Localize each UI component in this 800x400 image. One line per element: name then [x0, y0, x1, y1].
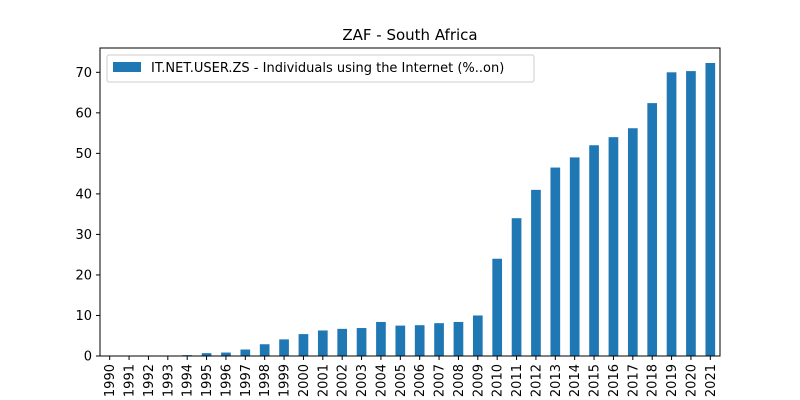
bar-2010 — [492, 258, 503, 356]
x-tick-label: 2002 — [336, 364, 351, 397]
x-tick-label: 2000 — [297, 364, 312, 397]
axes: 0 10 20 30 40 50 60 70 1990 1991 1992 1993 1994 1995 1… — [75, 47, 721, 397]
bar-2016 — [608, 137, 619, 356]
bars — [162, 62, 716, 357]
y-tick-label: 40 — [75, 187, 92, 202]
x-tick-label: 2016 — [607, 364, 622, 397]
legend-label: IT.NET.USER.ZS - Individuals using the I… — [151, 61, 504, 76]
bar-1996 — [221, 352, 231, 356]
bar-2014 — [569, 157, 580, 356]
x-tick-label: 1997 — [239, 364, 254, 397]
bar-2001 — [317, 330, 328, 356]
plot-frame — [99, 47, 721, 357]
x-tick-label: 2012 — [529, 364, 544, 397]
x-tick-label: 1990 — [103, 364, 118, 397]
x-tick-label: 2006 — [413, 364, 428, 397]
y-tick-label: 20 — [75, 268, 92, 283]
bar-2009 — [472, 315, 483, 356]
legend: IT.NET.USER.ZS - Individuals using the I… — [106, 54, 535, 83]
bar-2000 — [298, 334, 309, 356]
bar-2011 — [511, 218, 522, 356]
x-tick-label: 2018 — [646, 364, 661, 397]
x-tick-label: 2008 — [452, 364, 467, 397]
bar-2015 — [589, 145, 599, 356]
x-tick-label: 2019 — [665, 364, 680, 397]
x-tick-label: 1992 — [142, 364, 157, 397]
x-tick-label: 2004 — [374, 364, 389, 397]
x-tick-label: 1998 — [258, 364, 273, 397]
chart-title: ZAF - South Africa — [342, 26, 477, 44]
x-tick-label: 1996 — [219, 364, 234, 397]
legend-frame — [106, 54, 535, 83]
bar-2018 — [647, 103, 658, 357]
x-tick-label: 1993 — [161, 364, 176, 397]
bar-2008 — [453, 321, 464, 356]
y-tick-label: 50 — [75, 147, 92, 162]
bar-2017 — [627, 128, 638, 356]
x-tick-label: 2021 — [704, 364, 719, 397]
x-tick-label: 2020 — [684, 364, 699, 397]
x-tick-label: 2017 — [626, 364, 641, 397]
bar-1995 — [201, 353, 212, 356]
bar-2002 — [337, 328, 348, 356]
x-tick-label: 2001 — [316, 364, 331, 397]
x-tick-label: 2013 — [549, 364, 564, 397]
bar-1998 — [259, 344, 270, 356]
x-tick-label: 1995 — [200, 364, 215, 397]
x-tick-label: 1994 — [181, 364, 196, 397]
x-tick-label: 1991 — [123, 364, 138, 397]
bar-2007 — [434, 323, 444, 356]
bar-1999 — [279, 339, 289, 356]
x-tick-label: 2011 — [510, 364, 525, 397]
y-tick-label: 70 — [75, 66, 92, 81]
bar-1997 — [240, 349, 251, 356]
bar-2005 — [395, 325, 406, 356]
x-tick-label: 2005 — [394, 364, 409, 397]
legend-swatch — [113, 62, 141, 72]
bar-2012 — [531, 189, 541, 356]
bar-2006 — [414, 325, 425, 356]
y-tick-label: 10 — [75, 309, 92, 324]
x-tick-label: 2015 — [588, 364, 603, 397]
x-tick-label: 2009 — [471, 364, 486, 397]
y-tick-label: 30 — [75, 228, 92, 243]
bar-2019 — [666, 72, 677, 356]
x-tick-label: 2003 — [355, 364, 370, 397]
x-tick-label: 2007 — [433, 364, 448, 397]
bar-2020 — [686, 71, 696, 356]
bar-2004 — [376, 321, 386, 356]
y-tick-label: 0 — [84, 350, 92, 365]
x-tick-label: 2014 — [568, 364, 583, 397]
bar-2003 — [356, 328, 367, 356]
bar-2021 — [705, 62, 716, 356]
x-tick-label: 2010 — [491, 364, 506, 397]
bar-2013 — [550, 167, 561, 356]
x-tick-label: 1999 — [278, 364, 293, 397]
y-tick-label: 60 — [75, 106, 92, 121]
